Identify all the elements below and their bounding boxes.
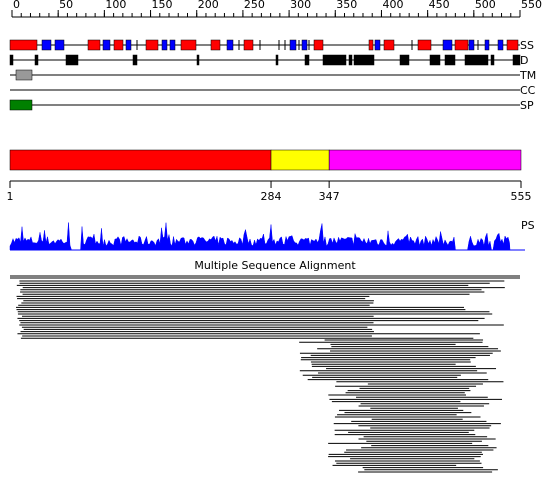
helix: [313, 39, 324, 51]
ruler-label: 200: [198, 0, 219, 11]
disorder: [348, 54, 353, 66]
helix: [145, 39, 159, 51]
tm-segment: [15, 69, 33, 81]
disorder: [196, 54, 200, 66]
disorder: [304, 54, 310, 66]
disorder: [132, 54, 138, 66]
helix: [87, 39, 101, 51]
disorder: [65, 54, 79, 66]
helix: [9, 39, 38, 51]
ruler-label: 250: [244, 0, 265, 11]
strand: [169, 39, 176, 51]
disorder: [512, 54, 521, 66]
ps-label: PS: [521, 219, 535, 232]
ruler-label: 300: [290, 0, 311, 11]
strand: [54, 39, 65, 51]
helix: [113, 39, 124, 51]
disorder: [34, 54, 39, 66]
ruler-label: 550: [521, 0, 542, 11]
strand: [374, 39, 381, 51]
helix: [368, 39, 374, 51]
disorder: [444, 54, 456, 66]
strand: [161, 39, 168, 51]
strand: [442, 39, 453, 51]
track-label: SS: [520, 39, 534, 52]
domain-label: 284: [261, 190, 282, 203]
ruler-label: 450: [429, 0, 450, 11]
strand: [226, 39, 234, 51]
domain-label: 347: [319, 190, 340, 203]
disorder: [464, 54, 489, 66]
ruler-label: 400: [382, 0, 403, 11]
track-label: D: [520, 54, 528, 67]
strand: [301, 39, 308, 51]
strand: [497, 39, 504, 51]
helix: [210, 39, 221, 51]
ruler-label: 50: [59, 0, 73, 11]
track-label: SP: [520, 99, 534, 112]
helix: [417, 39, 432, 51]
domain: [9, 149, 272, 171]
strand: [484, 39, 490, 51]
strand: [102, 39, 111, 51]
disorder: [490, 54, 495, 66]
strand: [289, 39, 297, 51]
helix: [180, 39, 197, 51]
helix: [243, 39, 254, 51]
strand: [41, 39, 52, 51]
strand: [468, 39, 475, 51]
domain-label: 555: [511, 190, 532, 203]
disorder: [399, 54, 410, 66]
domain-label: 1: [7, 190, 14, 203]
strand: [125, 39, 132, 51]
helix: [383, 39, 395, 51]
domain: [270, 149, 330, 171]
ruler-label: 100: [105, 0, 126, 11]
helix: [454, 39, 469, 51]
disorder: [429, 54, 441, 66]
ruler-label: 0: [13, 0, 20, 11]
msa-title: Multiple Sequence Alignment: [194, 259, 356, 272]
helix: [506, 39, 519, 51]
disorder: [322, 54, 347, 66]
track-label: TM: [519, 69, 536, 82]
disorder: [9, 54, 14, 66]
ps-profile: [9, 222, 511, 251]
ruler-label: 500: [475, 0, 496, 11]
signal-peptide: [9, 99, 33, 111]
disorder: [275, 54, 279, 66]
ruler-label: 350: [336, 0, 357, 11]
disorder: [353, 54, 375, 66]
track-label: CC: [520, 84, 536, 97]
domain: [328, 149, 522, 171]
ruler-label: 150: [152, 0, 173, 11]
